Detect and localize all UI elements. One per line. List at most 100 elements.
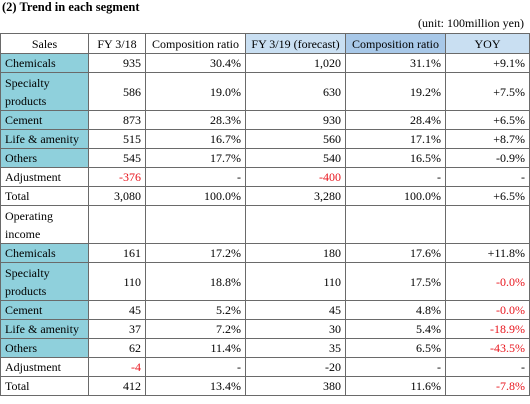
table-cell: 31.1% (345, 53, 446, 73)
table-cell: 19.2% (345, 72, 446, 111)
table-cell: +6.5% (445, 110, 530, 130)
section-title: (2) Trend in each segment (2, 0, 140, 14)
table-cell: 28.3% (145, 110, 246, 130)
table-cell: 5.2% (145, 300, 246, 320)
row-label: Total (0, 376, 89, 396)
table-cell: 11.6% (345, 376, 446, 396)
row-label: Specialty products (0, 262, 89, 301)
table-cell: 3,080 (88, 186, 146, 206)
table-cell: 17.7% (145, 148, 246, 168)
table-cell (345, 205, 446, 244)
table-cell: 13.4% (145, 376, 246, 396)
table-cell: 4.8% (345, 300, 446, 320)
table-cell: +8.7% (445, 129, 530, 149)
table-row: Adjustment -4- -20- - (0, 357, 530, 377)
row-label: Chemicals (0, 243, 89, 263)
table-cell: - (145, 357, 246, 377)
table-cell: 100.0% (145, 186, 246, 206)
table-cell: 161 (88, 243, 146, 263)
table-cell (445, 205, 530, 244)
row-label: Life & amenity (0, 319, 89, 339)
table-cell (88, 205, 146, 244)
table-cell: -0.0% (445, 300, 530, 320)
table-cell: 30 (245, 319, 346, 339)
table-row: Others 545 17.7% 540 16.5% -0.9% (0, 148, 530, 168)
table-cell: 412 (88, 376, 146, 396)
table-cell: 45 (245, 300, 346, 320)
table-cell: - (445, 167, 530, 187)
row-label: Chemicals (0, 53, 89, 73)
column-header: Composition ratio (145, 33, 246, 54)
table-cell: 11.4% (145, 338, 246, 358)
table-cell (245, 205, 346, 244)
table-cell: 110 (245, 262, 346, 301)
column-header: YOY (445, 33, 530, 54)
column-header: FY 3/19 (forecast) (245, 33, 346, 54)
table-cell: 18.8% (145, 262, 246, 301)
table-row: Life & amenity 37 7.2% 30 5.4% -18.9% (0, 319, 530, 339)
table-cell: -43.5% (445, 338, 530, 358)
table-row: Total 412 13.4% 380 11.6% -7.8% (0, 376, 530, 396)
table-cell: -0.0% (445, 262, 530, 301)
table-cell: 17.1% (345, 129, 446, 149)
table-row: Cement 45 5.2% 45 4.8% -0.0% (0, 300, 530, 320)
table-cell: +9.1% (445, 53, 530, 73)
table-cell: 45 (88, 300, 146, 320)
table-row: Life & amenity 515 16.7% 560 17.1% +8.7% (0, 129, 530, 149)
segment-table: Sales FY 3/18 Composition ratio FY 3/19 (fo… (0, 33, 530, 396)
table-cell: 515 (88, 129, 146, 149)
header-row: Sales FY 3/18 Composition ratio FY 3/19 (fo… (0, 33, 530, 54)
column-header: Sales (0, 33, 89, 54)
table-cell: 3,280 (245, 186, 346, 206)
table-cell: 1,020 (245, 53, 346, 73)
table-cell: 17.5% (345, 262, 446, 301)
table-row: Chemicals 161 17.2% 180 17.6% +11.8% (0, 243, 530, 263)
table-row: Specialty products 586 19.0% 630 19.2% +7.5% (0, 72, 530, 111)
table-cell: 5.4% (345, 319, 446, 339)
table-cell: - (345, 167, 446, 187)
row-label: Life & amenity (0, 129, 89, 149)
table-cell: 630 (245, 72, 346, 111)
row-label: Cement (0, 300, 89, 320)
table-cell: 7.2% (145, 319, 246, 339)
table-cell: -0.9% (445, 148, 530, 168)
table-cell: 540 (245, 148, 346, 168)
table-cell: -376 (88, 167, 146, 187)
table-row: Adjustment -376- -400- - (0, 167, 530, 187)
row-label: Operating income (0, 205, 89, 244)
row-label: Cement (0, 110, 89, 130)
table-cell: 6.5% (345, 338, 446, 358)
table-cell: - (145, 167, 246, 187)
table-row: Others 62 11.4% 35 6.5% -43.5% (0, 338, 530, 358)
table-row: Specialty products 110 18.8% 110 17.5% -0.0% (0, 262, 530, 301)
table-cell: +6.5% (445, 186, 530, 206)
table-cell: 110 (88, 262, 146, 301)
table-cell: -20 (245, 357, 346, 377)
table-cell: 100.0% (345, 186, 446, 206)
table-cell: -400 (245, 167, 346, 187)
table-cell: 873 (88, 110, 146, 130)
table-row: Total 3,080 100.0% 3,280 100.0% +6.5% (0, 186, 530, 206)
table-cell: +11.8% (445, 243, 530, 263)
table-cell: 37 (88, 319, 146, 339)
row-label: Others (0, 148, 89, 168)
column-header: Composition ratio (345, 33, 446, 54)
table-cell: -7.8% (445, 376, 530, 396)
table-cell: 19.0% (145, 72, 246, 111)
table-cell: 560 (245, 129, 346, 149)
table-cell: 16.5% (345, 148, 446, 168)
row-label: Others (0, 338, 89, 358)
table-cell: 30.4% (145, 53, 246, 73)
table-cell: 17.2% (145, 243, 246, 263)
column-header: FY 3/18 (88, 33, 146, 54)
table-cell: 16.7% (145, 129, 246, 149)
table-cell: 62 (88, 338, 146, 358)
table-cell: 380 (245, 376, 346, 396)
table-cell: 545 (88, 148, 146, 168)
table-cell: 35 (245, 338, 346, 358)
table-cell: - (345, 357, 446, 377)
table-cell: 935 (88, 53, 146, 73)
row-label: Adjustment (0, 167, 89, 187)
table-cell: -4 (88, 357, 146, 377)
